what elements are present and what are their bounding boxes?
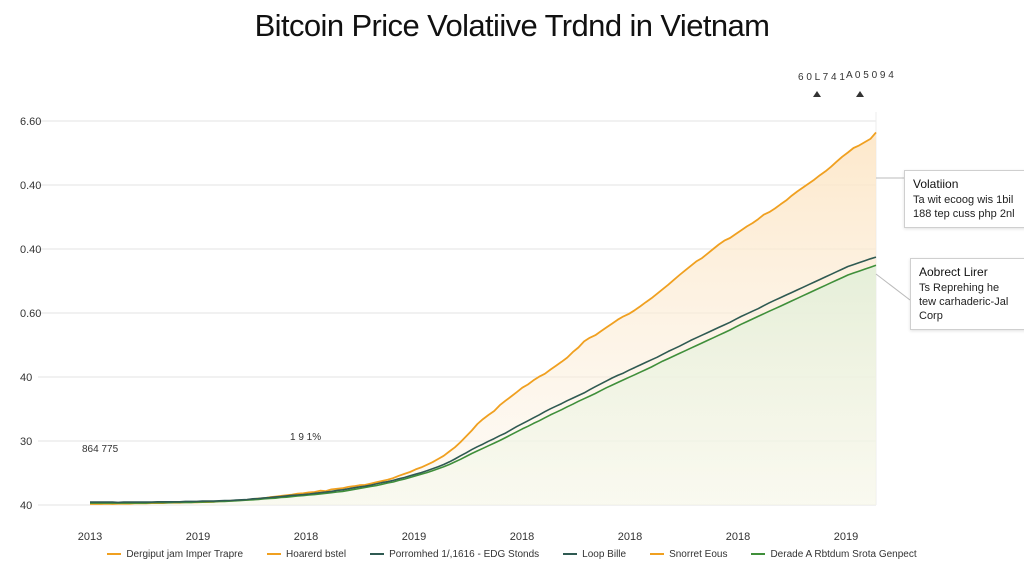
legend-swatch (267, 553, 282, 555)
legend: Dergiput jam Imper Trapre Hoarerd bstel Po… (0, 544, 1024, 564)
x-tick-label: 2018 (618, 531, 642, 543)
annotation-line: Ts Reprehing he (919, 282, 1000, 294)
annotation-title: Aobrect Lirer (919, 265, 988, 279)
annotation-line: Ta wit ecoog wis 1bil (913, 194, 1014, 206)
legend-item: Derade A Rbtdum Srota Genpect (751, 548, 917, 560)
x-tick-label: 2013 (78, 531, 102, 543)
annotation-volatility: Volatiion Ta wit ecoog wis 1bil 188 tep … (904, 170, 1024, 228)
mid-value-label: 1 9 1% (290, 432, 321, 443)
y-tick-label: 0.40 (20, 244, 41, 256)
legend-swatch (751, 553, 766, 555)
y-tick-label: 40 (20, 500, 32, 512)
series-line-1 (90, 256, 877, 504)
legend-swatch (650, 553, 665, 555)
legend-label: Derade A Rbtdum Srota Genpect (770, 548, 917, 560)
y-tick-label: 6.60 (20, 116, 41, 128)
x-tick-label: 2019 (402, 531, 426, 543)
start-value-label: 864 775 (82, 444, 119, 455)
x-tick-label: 2018 (726, 531, 750, 543)
peak-value-label: A 0 5 0 9 4 (846, 70, 894, 81)
legend-label: Dergiput jam Imper Trapre (126, 548, 244, 560)
legend-label: Loop Bille (582, 548, 627, 560)
peak-value-label: 6 0 L 7 4 1 (798, 72, 845, 83)
x-tick-label: 2019 (834, 531, 858, 543)
legend-label: Porromhed 1/,1616 - EDG Stonds (389, 548, 540, 560)
legend-swatch (563, 553, 578, 555)
legend-swatch (107, 553, 122, 555)
legend-label: Snorret Eous (669, 548, 728, 560)
annotation-line: tew carhaderic-Jal (919, 296, 1009, 308)
x-tick-label: 2018 (510, 531, 534, 543)
legend-swatch (370, 553, 385, 555)
annotation-line: 188 tep cuss php 2nl (913, 208, 1015, 220)
peak-marker (856, 91, 864, 97)
annotation-title: Volatiion (913, 177, 959, 191)
y-tick-label: 40 (20, 372, 32, 384)
x-tick-label: 2018 (294, 531, 318, 543)
annotation-abstract: Aobrect Lirer Ts Reprehing he tew carhad… (910, 258, 1024, 330)
chart-title: Bitcoin Price Volatiive Trdnd in Vietnam (254, 8, 770, 43)
y-tick-label: 0.60 (20, 308, 41, 320)
legend-item: Snorret Eous (650, 549, 727, 560)
x-tick-label: 2019 (186, 531, 210, 543)
y-tick-label: 30 (20, 436, 32, 448)
legend-item: Loop Bille (563, 549, 626, 560)
legend-item: Dergiput jam Imper Trapre (107, 549, 243, 560)
area-fill-green (90, 265, 876, 505)
annotation-connector (875, 273, 911, 301)
legend-label: Hoarerd bstel (286, 548, 347, 560)
legend-item: Porromhed 1/,1616 - EDG Stonds (370, 549, 539, 560)
peak-marker (813, 91, 821, 97)
legend-item: Hoarerd bstel (267, 549, 346, 560)
y-tick-label: 0.40 (20, 180, 41, 192)
annotation-line: Corp (919, 310, 943, 322)
